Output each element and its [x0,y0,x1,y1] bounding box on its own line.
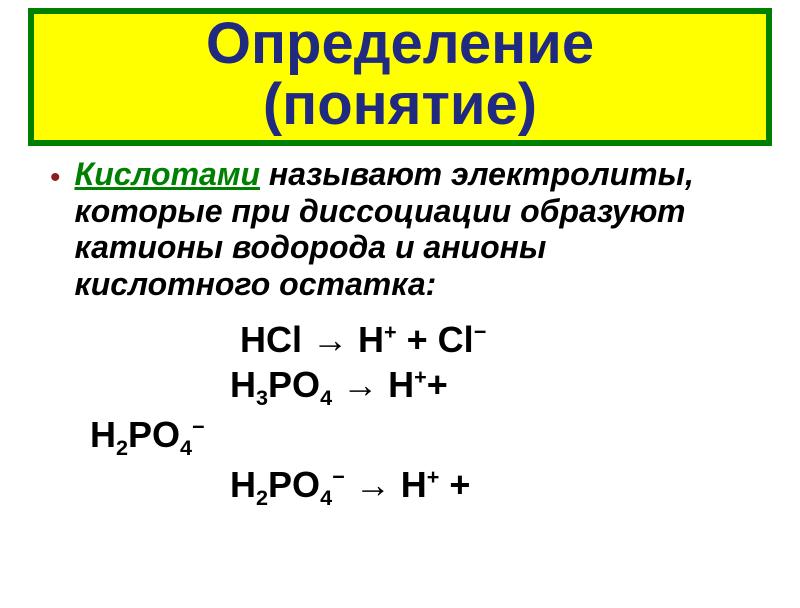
definition-text: Кислотами называют электролиты, которые … [75,156,750,303]
title-line1: Определение [44,14,756,75]
equation-line-3: H2PO4− [90,412,750,462]
title-box: Определение (понятие) [28,8,772,146]
equation-line-2: H3PO4 → H++ [90,362,750,412]
equation-line-4: H2PO4− → H+ + [90,462,750,512]
equation-line-1: HCl → H+ + Cl− [90,317,750,362]
equation-block: HCl → H+ + Cl− H3PO4 → H++ H2PO4− H2PO4−… [50,317,750,513]
definition-row: • Кислотами называют электролиты, которы… [50,156,750,303]
bullet-icon: • [50,160,61,196]
content-area: • Кислотами называют электролиты, которы… [0,156,800,513]
title-line2: (понятие) [44,75,756,136]
definition-term: Кислотами [75,156,261,192]
